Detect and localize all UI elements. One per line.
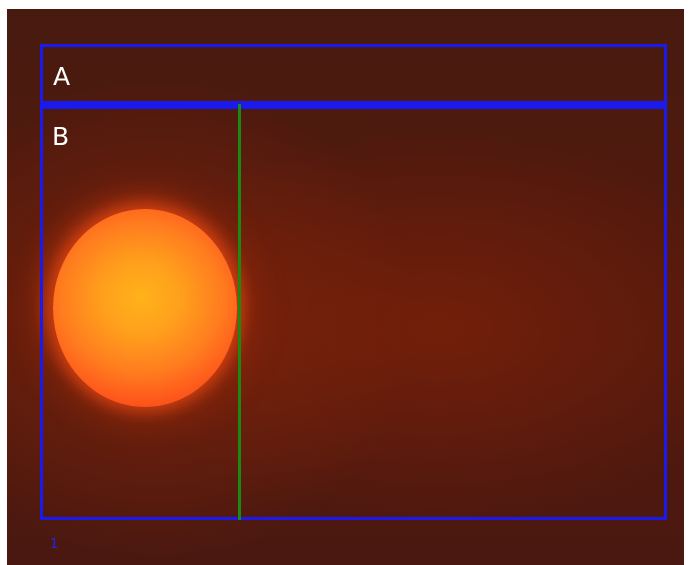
- region-a-label: A: [53, 62, 71, 91]
- region-divider: [40, 101, 667, 108]
- region-b-label: B: [52, 122, 70, 151]
- fluorescent-colony: [53, 209, 237, 407]
- region-a-box: [40, 44, 667, 109]
- microscopy-image: A B 1: [7, 9, 684, 565]
- vertical-marker-line: [238, 104, 241, 520]
- frame-number: 1: [50, 537, 59, 552]
- region-b-box: [40, 105, 667, 520]
